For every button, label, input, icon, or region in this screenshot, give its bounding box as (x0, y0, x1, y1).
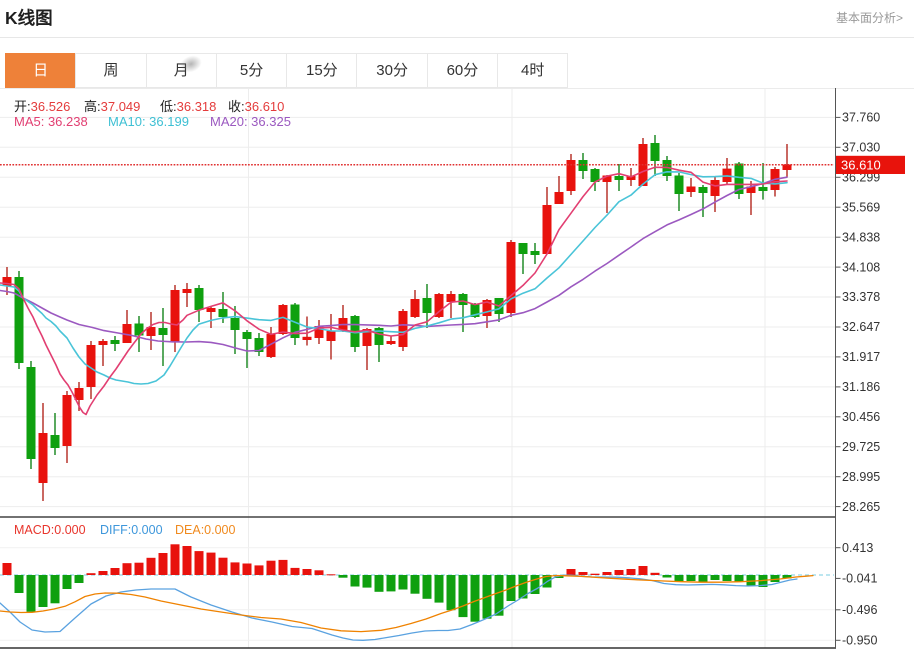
svg-text:0.413: 0.413 (842, 541, 873, 555)
svg-text:32.647: 32.647 (842, 320, 880, 334)
svg-text:30.456: 30.456 (842, 410, 880, 424)
svg-text:-0.950: -0.950 (842, 634, 877, 648)
svg-text:33.378: 33.378 (842, 290, 880, 304)
svg-text:-0.041: -0.041 (842, 572, 877, 586)
svg-text:37.760: 37.760 (842, 111, 880, 125)
svg-text:37.030: 37.030 (842, 141, 880, 155)
svg-text:34.108: 34.108 (842, 260, 880, 274)
svg-text:29.725: 29.725 (842, 440, 880, 454)
svg-text:31.186: 31.186 (842, 380, 880, 394)
svg-text:-0.496: -0.496 (842, 603, 877, 617)
svg-text:36.610: 36.610 (841, 158, 881, 173)
svg-text:34.838: 34.838 (842, 230, 880, 244)
svg-text:35.569: 35.569 (842, 200, 880, 214)
svg-text:28.265: 28.265 (842, 500, 880, 514)
svg-text:28.995: 28.995 (842, 470, 880, 484)
svg-text:31.917: 31.917 (842, 350, 880, 364)
